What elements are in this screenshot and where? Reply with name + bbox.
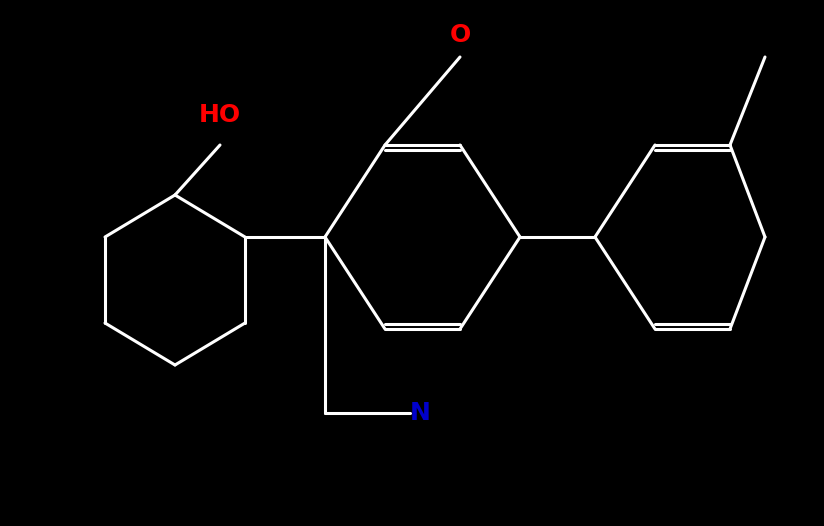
Text: O: O (449, 23, 471, 47)
Text: N: N (410, 401, 431, 425)
Text: HO: HO (199, 103, 241, 127)
